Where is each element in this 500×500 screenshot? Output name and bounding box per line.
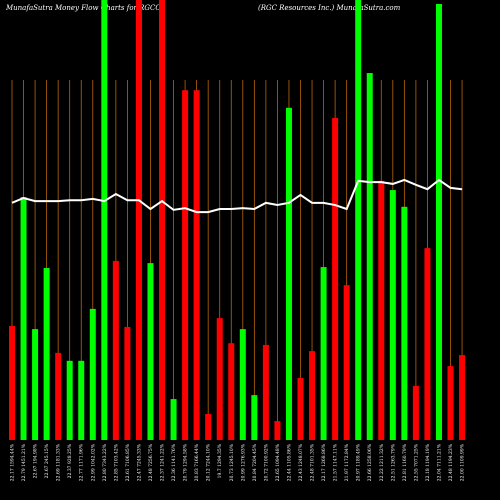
x-tick-label: 21.57 1147.11% [333, 443, 339, 481]
bar [205, 414, 212, 440]
bar [66, 360, 73, 440]
bar [43, 267, 50, 440]
bar [447, 366, 454, 440]
bar [435, 3, 442, 441]
x-tick-label: 22.44 1105.86% [286, 443, 292, 481]
bar [112, 260, 119, 440]
x-tick-label: 22.66 1258.06% [367, 443, 373, 481]
bar [412, 385, 419, 440]
x-tick-label: 22.47 7245.33% [136, 443, 142, 481]
bar [135, 0, 142, 440]
bar [78, 360, 85, 440]
x-tick-label: 22.85 7103.42% [113, 443, 119, 481]
bar [274, 421, 281, 440]
bar [366, 73, 373, 440]
bar [285, 107, 292, 441]
x-tick-label: 22.61 7106.85% [125, 443, 131, 481]
bar [459, 355, 466, 440]
x-tick-label: 20.83 7166.44% [194, 443, 200, 481]
x-tick-label: 22.80 7343.22% [102, 443, 108, 481]
x-tick-label: 22.79 1451.21% [21, 443, 27, 481]
bar [228, 343, 235, 440]
bar [32, 329, 39, 440]
bar [170, 399, 177, 440]
bar [262, 344, 269, 440]
x-tick-label: 22.55 7071.25% [413, 443, 419, 481]
bar [124, 326, 131, 440]
bar [343, 285, 350, 440]
x-tick-label: 21.97 1172.84% [344, 443, 350, 481]
x-tick-label: 20.73 1245.10% [229, 443, 235, 481]
bar [9, 326, 15, 440]
x-tick-label: 22.36 1141.76% [171, 443, 177, 481]
x-tick-label: 22.18 1194.19% [425, 443, 431, 481]
x-tick-label: 22.67 245.15% [44, 443, 50, 478]
bar [89, 308, 96, 440]
bar [20, 197, 27, 440]
bar [101, 0, 108, 440]
bar [216, 318, 223, 440]
x-tick-label: 22.22 1211.32% [379, 443, 385, 481]
x-tick-label: 20.72 7100.92% [263, 443, 269, 481]
bar [251, 395, 258, 440]
x-tick-label: 22.77 1171.96% [79, 443, 85, 481]
chart-subtitle: (RGC Resources Inc.) MunafaSutra.com [258, 4, 401, 12]
x-tick-label: 20.79 1294.58% [183, 443, 189, 481]
bar [297, 377, 304, 440]
bar [401, 206, 408, 440]
x-tick-label: 20.12 7244.10% [206, 443, 212, 481]
bar [193, 90, 200, 440]
x-tick-label: 22.51 1263.79% [390, 443, 396, 481]
x-tick-label: 22.99 1042.02% [90, 443, 96, 481]
x-tick-label: 22.48 1194.23% [448, 443, 454, 481]
bar [320, 267, 327, 440]
bar [159, 0, 166, 440]
bar [239, 329, 246, 440]
x-tick-label: 22.69 1181.33% [56, 443, 62, 481]
x-tick-label: 22.67 194.98% [33, 443, 39, 478]
x-tick-label: 22.04 7111.21% [436, 443, 442, 481]
chart-title: MunafaSutra Money Flow Charts for RGCO [5, 4, 161, 12]
x-tick-label: 22.37 1241.22% [160, 443, 166, 481]
x-tick-label: 20.84 7204.45% [252, 443, 258, 481]
bar [182, 90, 189, 440]
bar [424, 248, 431, 440]
x-tick-label: 20.97 1189.49% [356, 443, 362, 481]
x-tick-label: 19.7 1294.35% [217, 443, 223, 478]
bar [147, 263, 154, 440]
x-tick-label: 22.65 1094.48% [275, 443, 281, 481]
x-tick-label: 22.81 1160.79% [402, 443, 408, 481]
bar [309, 351, 316, 440]
bar [332, 117, 339, 441]
x-tick-label: 22.17 1594.44% [10, 443, 16, 481]
x-tick-label: 22.37 928.25% [67, 443, 73, 478]
x-tick-label: 22.48 7101.35% [310, 443, 316, 481]
money-flow-line [11, 178, 463, 214]
x-tick-label: 20.99 1276.93% [240, 443, 246, 481]
bar [55, 352, 62, 440]
bar [355, 0, 362, 440]
x-tick-label: 22.48 7256.75% [148, 443, 154, 481]
bar [378, 180, 385, 440]
x-tick-label: 22.43 1248.07% [298, 443, 304, 481]
x-tick-label: 22.17 1268.86% [321, 443, 327, 481]
x-tick-label: 22.00 1109.99% [460, 443, 466, 481]
bar [389, 190, 396, 440]
